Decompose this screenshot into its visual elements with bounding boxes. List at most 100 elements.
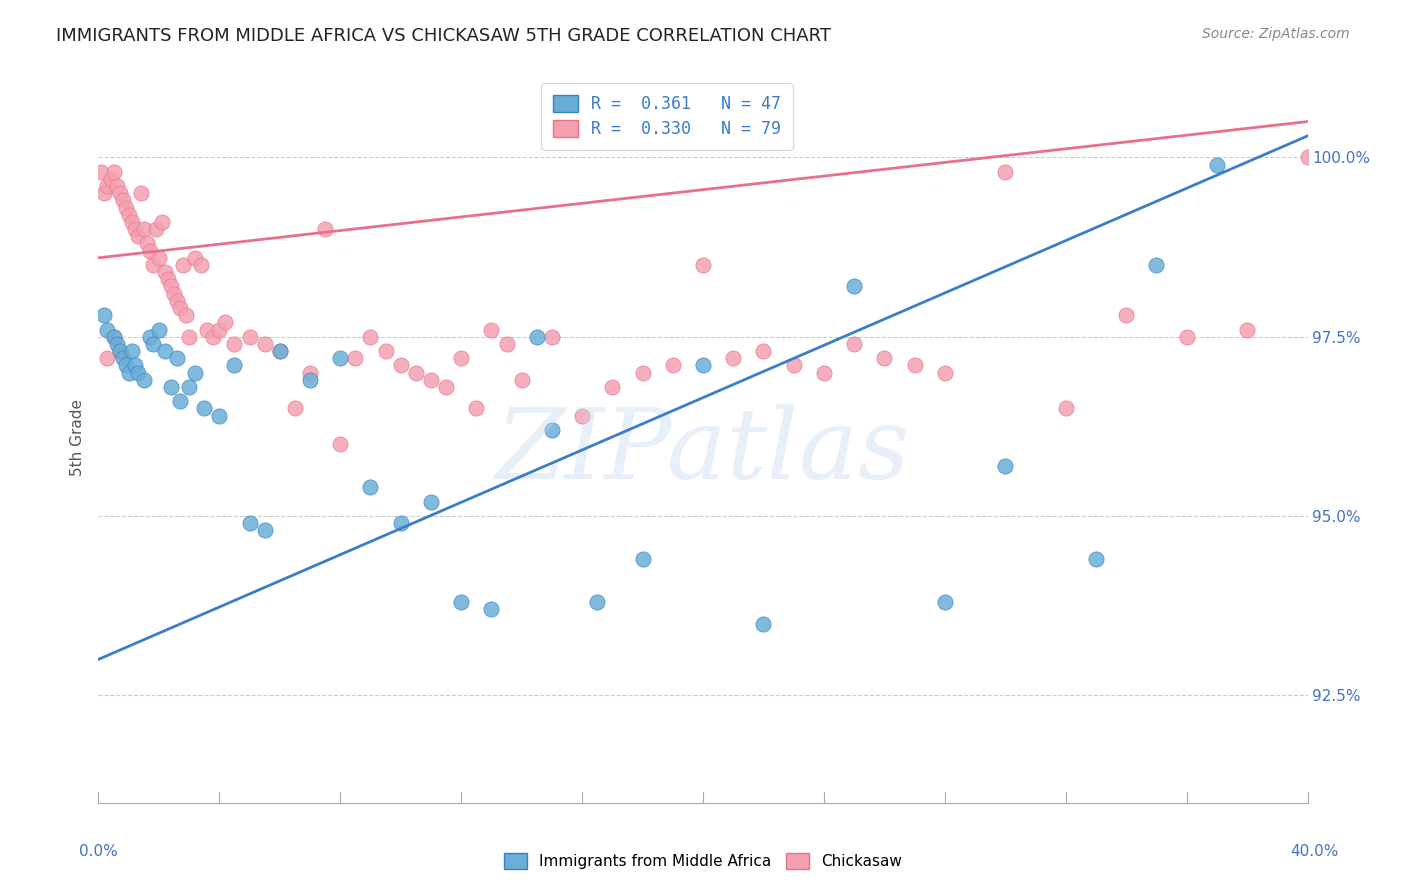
Point [142,258,165,272]
Point [132,373,155,387]
Point [132,222,155,236]
Point [127,229,149,244]
Point [374,344,396,359]
Point [389,516,412,530]
Point [299,366,322,380]
Point [148,251,170,265]
Point [510,373,533,387]
Point [571,409,593,423]
Point [179,380,201,394]
Point [813,366,835,380]
Point [93,308,115,322]
Point [139,329,162,343]
Point [540,423,562,437]
Point [495,336,517,351]
Point [114,201,136,215]
Text: IMMIGRANTS FROM MIDDLE AFRICA VS CHICKASAW 5TH GRADE CORRELATION CHART: IMMIGRANTS FROM MIDDLE AFRICA VS CHICKAS… [56,27,831,45]
Point [108,186,131,201]
Point [96,322,118,336]
Point [389,359,412,373]
Point [174,308,197,322]
Point [214,315,236,329]
Point [153,265,176,279]
Point [344,351,367,366]
Point [127,366,149,380]
Point [166,351,188,366]
Point [93,186,115,201]
Point [166,293,188,308]
Point [202,329,225,343]
Legend: R =  0.361   N = 47, R =  0.330   N = 79: R = 0.361 N = 47, R = 0.330 N = 79 [541,83,793,150]
Point [124,359,146,373]
Point [253,524,276,538]
Point [1296,150,1319,164]
Point [239,516,262,530]
Text: 0.0%: 0.0% [79,845,118,859]
Point [1115,308,1137,322]
Point [723,351,745,366]
Point [108,344,131,359]
Point [481,602,503,616]
Point [844,336,866,351]
Point [481,322,503,336]
Point [465,401,488,416]
Point [329,351,352,366]
Point [752,616,775,631]
Point [752,344,775,359]
Point [105,336,128,351]
Point [994,165,1017,179]
Point [111,194,134,208]
Point [103,329,125,343]
Point [586,595,609,609]
Point [195,322,218,336]
Point [121,344,143,359]
Point [142,336,165,351]
Point [602,380,624,394]
Point [224,336,246,351]
Point [253,336,276,351]
Point [844,279,866,293]
Point [1054,401,1077,416]
Point [329,437,352,451]
Point [148,322,170,336]
Text: 40.0%: 40.0% [1291,845,1339,859]
Point [108,344,131,359]
Point [139,244,162,258]
Point [121,215,143,229]
Point [100,172,122,186]
Point [208,322,231,336]
Point [190,258,212,272]
Point [269,344,291,359]
Point [420,494,443,508]
Point [156,272,179,286]
Point [360,480,382,494]
Point [873,351,896,366]
Point [169,301,191,315]
Point [160,279,183,293]
Point [1206,158,1229,172]
Point [135,236,157,251]
Point [692,359,714,373]
Point [118,366,141,380]
Point [934,366,956,380]
Point [314,222,336,236]
Point [224,359,246,373]
Point [150,215,173,229]
Point [184,366,207,380]
Point [90,165,112,179]
Point [692,258,714,272]
Point [160,380,183,394]
Point [1175,329,1198,343]
Point [129,186,152,201]
Text: Source: ZipAtlas.com: Source: ZipAtlas.com [1202,27,1350,41]
Point [934,595,956,609]
Point [103,329,125,343]
Point [360,329,382,343]
Point [420,373,443,387]
Point [145,222,167,236]
Point [208,409,231,423]
Point [118,208,141,222]
Point [450,595,472,609]
Point [103,165,125,179]
Point [114,359,136,373]
